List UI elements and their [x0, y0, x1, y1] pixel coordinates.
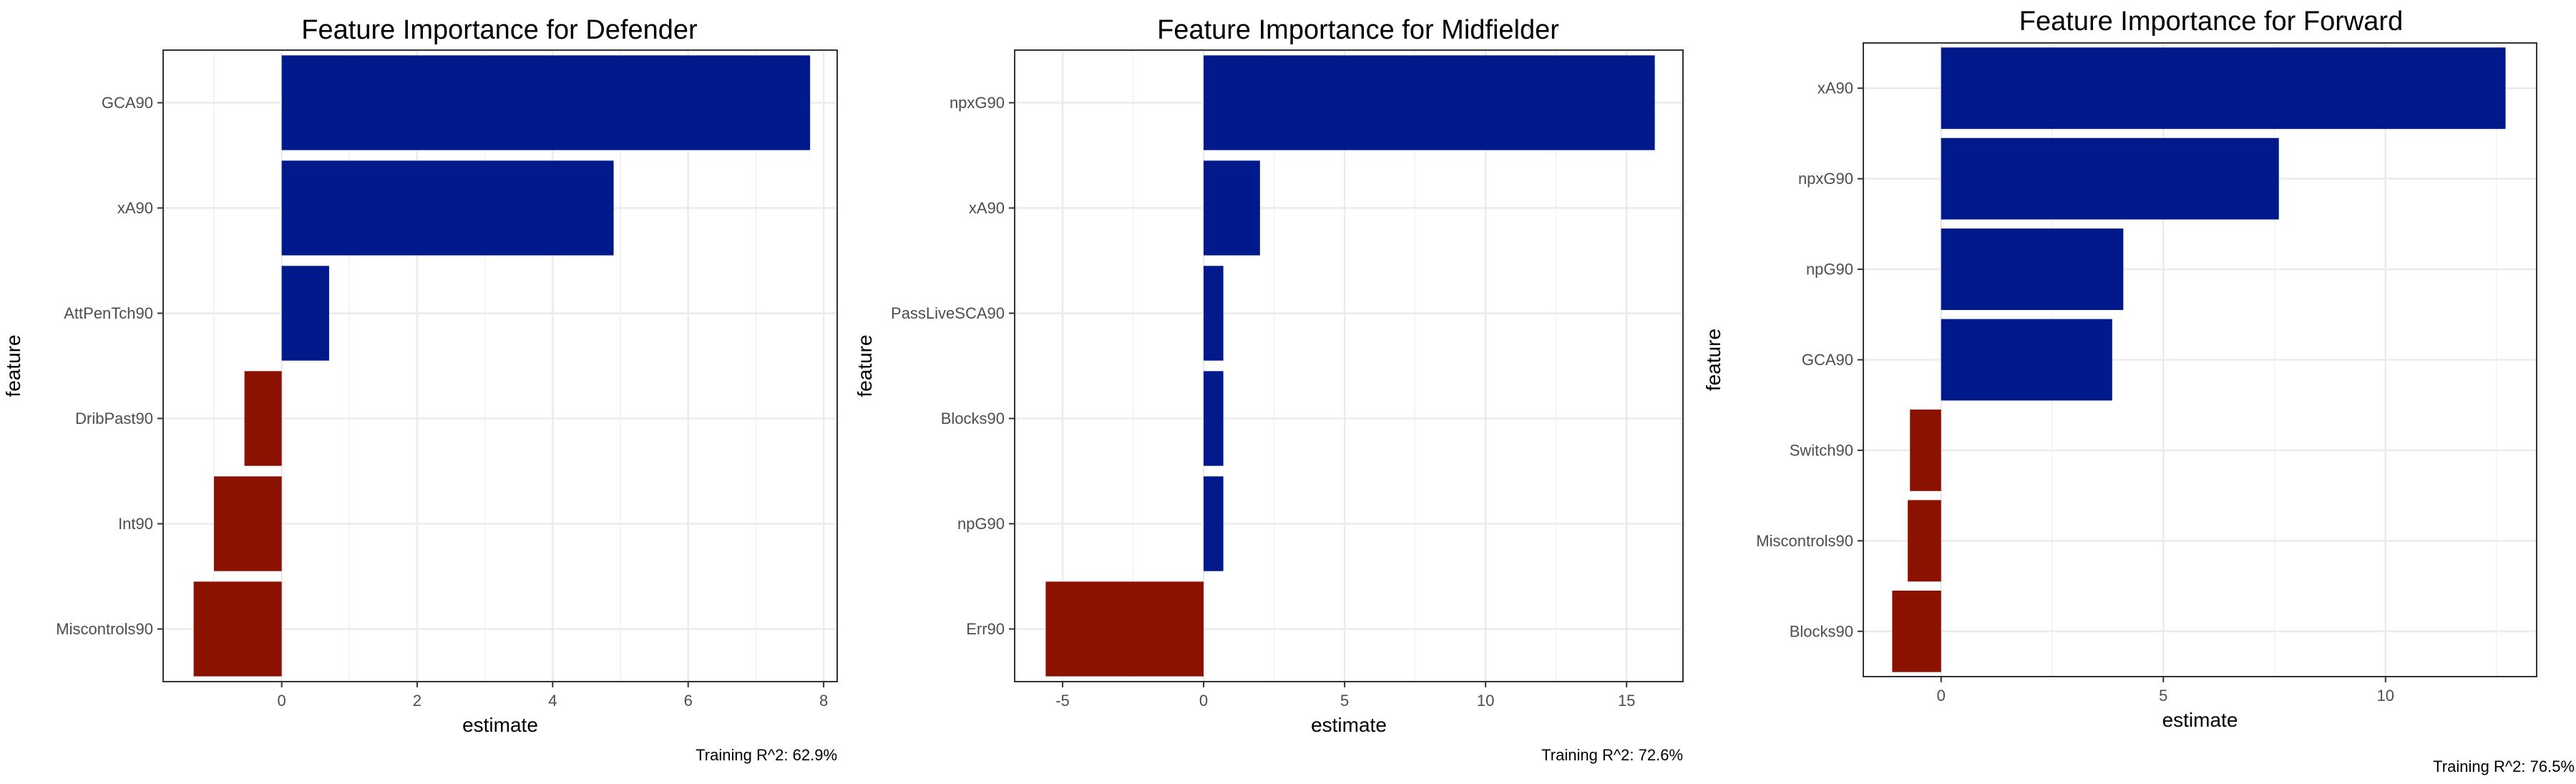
bar-npg90 [1941, 228, 2124, 310]
y-tick-label: npG90 [1806, 261, 1853, 279]
bar-switch90 [1910, 410, 1941, 491]
y-tick-label: npxG90 [1798, 170, 1853, 188]
x-tick-label: -5 [1055, 692, 1070, 710]
bar-miscontrols90 [1908, 500, 1941, 582]
bar-blocks90 [1204, 371, 1224, 466]
x-tick-label: 0 [278, 692, 286, 710]
bar-blocks90 [1892, 590, 1941, 672]
x-tick-label: 0 [1199, 692, 1208, 710]
y-tick-label: xA90 [117, 199, 153, 217]
bar-dribpast90 [244, 371, 282, 466]
y-tick-label: Miscontrols90 [56, 620, 153, 638]
bar-int90 [214, 476, 282, 571]
chart-caption: Training R^2: 72.6% [1541, 746, 1683, 764]
y-axis-label: feature [2, 334, 24, 397]
y-tick-label: Switch90 [1790, 441, 1853, 459]
chart-title: Feature Importance for Defender [301, 15, 698, 45]
x-tick-label: 5 [2159, 687, 2167, 705]
x-tick-label: 2 [413, 692, 421, 710]
y-tick-label: Blocks90 [941, 410, 1005, 427]
bar-err90 [1045, 581, 1204, 677]
x-tick-label: 5 [1340, 692, 1349, 710]
bar-xa90 [281, 160, 614, 256]
chart-panel-2: npxG90 xA90 PassLiveSCA90 Blocks90 npG90 Err9… [854, 15, 1684, 764]
y-tick-label: npxG90 [950, 94, 1005, 112]
y-axis-label: feature [854, 334, 876, 397]
bar-xa90 [1941, 47, 2506, 130]
bar-npxg90 [1204, 55, 1655, 150]
chart-panel-1: GCA90 xA90 AttPenTch90 DribPast90 Int90 Misco… [2, 15, 838, 764]
chart-caption: Training R^2: 76.5% [2433, 758, 2575, 775]
x-tick-label: 4 [548, 692, 557, 710]
y-tick-label: xA90 [969, 199, 1005, 217]
y-tick-label: xA90 [1818, 79, 1853, 97]
x-tick-label: 0 [1937, 687, 1946, 705]
chart-title: Feature Importance for Forward [2019, 6, 2403, 37]
bar-attpentch90 [281, 266, 329, 361]
chart-caption: Training R^2: 62.9% [696, 746, 837, 764]
x-tick-label: 8 [819, 692, 828, 710]
bar-miscontrols90 [193, 581, 282, 677]
x-tick-label: 10 [2377, 687, 2394, 705]
y-tick-label: Err90 [966, 620, 1005, 638]
chart-title: Feature Importance for Midfielder [1157, 15, 1559, 45]
y-tick-label: AttPenTch90 [64, 304, 153, 322]
panel-border [1014, 49, 1684, 682]
y-tick-label: GCA90 [1802, 351, 1853, 369]
y-tick-label: Int90 [118, 515, 153, 533]
y-axis-label: feature [1702, 329, 1724, 391]
x-tick-label: 15 [1618, 692, 1635, 710]
x-tick-label: 6 [684, 692, 693, 710]
bar-xa90 [1204, 160, 1260, 256]
x-tick-label: 10 [1477, 692, 1494, 710]
bar-npxg90 [1941, 137, 2279, 220]
bar-npg90 [1204, 476, 1224, 571]
bar-gca90 [281, 55, 811, 150]
chart-panel-3: xA90 npxG90 npG90 GCA90 Switch90 Miscontrols9… [1702, 6, 2575, 775]
x-axis-label: estimate [462, 714, 538, 736]
y-tick-label: npG90 [957, 515, 1005, 533]
x-axis-label: estimate [2162, 709, 2238, 731]
y-tick-label: Blocks90 [1790, 622, 1853, 640]
y-tick-label: Miscontrols90 [1756, 532, 1853, 550]
bar-gca90 [1941, 319, 2112, 401]
y-tick-label: GCA90 [102, 94, 153, 112]
panel-border [162, 49, 838, 682]
y-tick-label: PassLiveSCA90 [891, 304, 1005, 322]
y-tick-label: DribPast90 [75, 410, 153, 427]
x-axis-label: estimate [1311, 714, 1387, 736]
bar-passlivesca90 [1204, 266, 1224, 361]
